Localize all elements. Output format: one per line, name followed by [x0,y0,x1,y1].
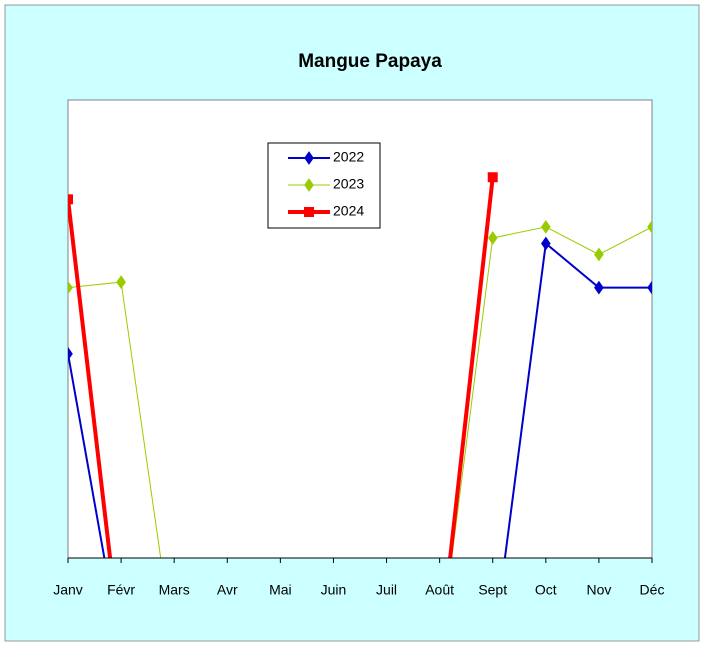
x-tick-label: Sept [478,582,507,598]
legend-marker [304,151,314,165]
series-line [68,241,652,558]
data-point [68,194,73,205]
chart-title: Mangue Papaya [298,51,442,72]
x-tick-label: Janv [53,582,83,598]
data-point [647,220,652,234]
x-tick-label: Mai [269,582,292,598]
legend-marker [304,207,314,217]
series-line [68,226,652,558]
plot-marks [68,172,652,558]
x-tick-label: Déc [640,582,665,598]
data-point [487,172,498,183]
x-tick-label: Juin [321,582,347,598]
data-point [594,280,604,295]
data-point [68,346,73,361]
data-point [487,231,498,245]
x-tick-label: Nov [586,582,611,598]
x-tick-label: Oct [535,582,557,598]
data-point [541,236,551,251]
x-tick-label: Févr [107,582,135,598]
legend-label: 2024 [333,203,364,219]
data-point [541,220,551,234]
data-point [116,275,126,289]
x-tick-label: Juil [376,582,397,598]
x-tick-label: Avr [217,582,238,598]
data-point [647,280,652,295]
data-point [594,247,604,262]
x-tick-label: Mars [159,582,190,598]
data-point [68,280,73,295]
legend-label: 2023 [333,176,364,192]
legend-label: 2022 [333,149,364,165]
x-tick-label: Août [425,582,454,598]
legend-marker [304,178,314,192]
